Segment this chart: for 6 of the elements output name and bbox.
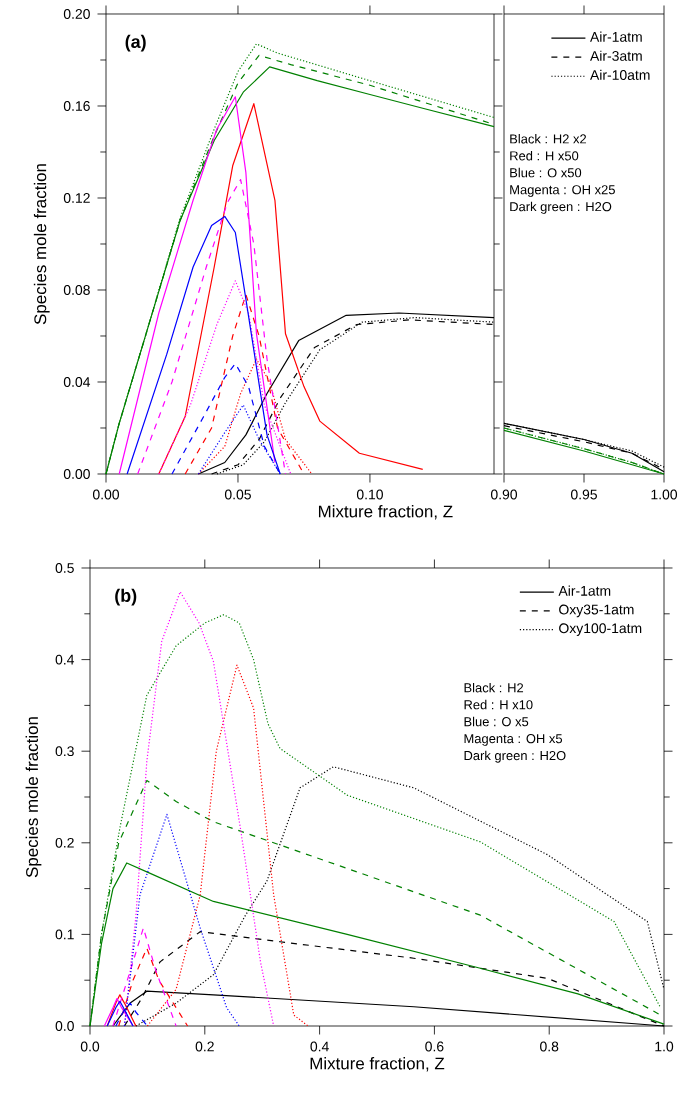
y-axis-title: Species mole fraction [33,164,50,325]
text: (a) [125,34,146,52]
y-axis-title: Species mole fraction [25,717,42,878]
text: (b) [115,588,137,606]
x-axis-title: Mixture fraction, Z [318,505,453,520]
x-axis-title: Mixture fraction, Z [310,1057,445,1072]
